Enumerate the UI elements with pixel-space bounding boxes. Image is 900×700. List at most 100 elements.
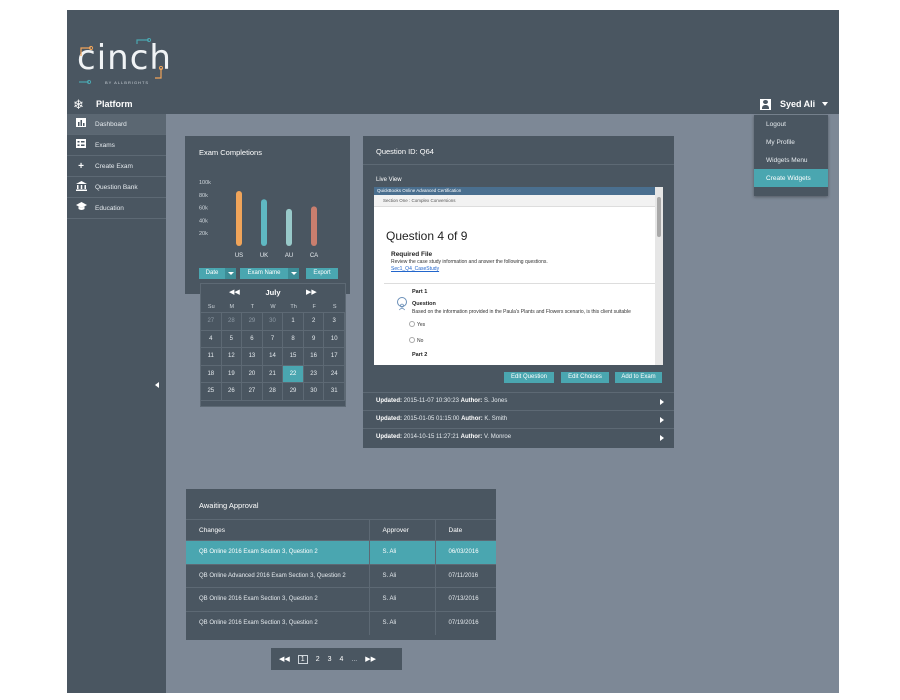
widget-title: Question ID: Q64: [376, 147, 434, 156]
calendar-day[interactable]: 3: [324, 313, 345, 331]
export-button[interactable]: Export: [306, 268, 338, 279]
previous-month-icon[interactable]: ◀◀: [229, 289, 240, 296]
bar-ca[interactable]: [311, 206, 317, 246]
calendar-day[interactable]: 17: [324, 348, 345, 366]
calendar-weekday-header: S: [324, 301, 345, 313]
calendar-day[interactable]: 29: [242, 313, 263, 331]
widget-title: Exam Completions: [199, 148, 262, 157]
date-cell: 07/11/2016: [435, 563, 496, 588]
pagination-page[interactable]: 1: [297, 654, 308, 664]
pagination-page[interactable]: 2: [315, 655, 320, 663]
pagination-prev-icon[interactable]: ◀◀: [279, 656, 290, 663]
calendar-day[interactable]: 29: [283, 383, 304, 401]
calendar-day[interactable]: 28: [262, 383, 284, 401]
calendar-day[interactable]: 27: [242, 383, 263, 401]
preview-required-file-link[interactable]: Sec1_Q4_CaseStudy: [391, 266, 440, 272]
calendar-day[interactable]: 25: [201, 383, 222, 401]
column-header-changes[interactable]: Changes: [186, 519, 370, 541]
preview-scrollbar-thumb[interactable]: [657, 197, 661, 237]
preview-scrollbar[interactable]: [655, 187, 663, 365]
calendar-day[interactable]: 20: [242, 365, 263, 384]
calendar-day[interactable]: 26: [221, 383, 243, 401]
table-row[interactable]: QB Online 2016 Exam Section 3, Question …: [186, 610, 496, 635]
calendar-day[interactable]: 16: [303, 348, 325, 366]
bar-us[interactable]: [236, 190, 242, 246]
exam-name-filter-button[interactable]: Exam Name: [240, 268, 288, 279]
sidebar-item-create-exam[interactable]: + Create Exam: [67, 156, 166, 177]
date-dropdown-caret-icon[interactable]: [225, 268, 236, 279]
calendar-day[interactable]: 8: [283, 330, 304, 349]
sidebar-item-education[interactable]: Education: [67, 198, 166, 219]
calendar-day[interactable]: 22: [283, 365, 304, 384]
next-month-icon[interactable]: ▶▶: [306, 289, 317, 296]
calendar-day[interactable]: 9: [303, 330, 325, 349]
pagination-page[interactable]: 4: [339, 655, 344, 663]
approval-table: Changes Approver Date QB Online 2016 Exa…: [186, 519, 496, 635]
calendar-day[interactable]: 30: [303, 383, 325, 401]
calendar-day[interactable]: 18: [201, 365, 222, 384]
sidebar-item-question-bank[interactable]: Question Bank: [67, 177, 166, 198]
calendar-day[interactable]: 12: [221, 348, 243, 366]
sidebar-item-label: Exams: [95, 141, 115, 149]
revision-row[interactable]: Updated: 2015-11-07 10:30:23 Author: S. …: [363, 392, 674, 410]
calendar-day[interactable]: 14: [262, 348, 284, 366]
bar-au[interactable]: [286, 208, 292, 246]
calendar-day[interactable]: 1: [283, 313, 304, 331]
menu-item-logout[interactable]: Logout: [766, 121, 786, 128]
calendar-day[interactable]: 31: [324, 383, 345, 401]
calendar-day[interactable]: 13: [242, 348, 263, 366]
calendar-day[interactable]: 2: [303, 313, 325, 331]
pagination-page[interactable]: 3: [327, 655, 332, 663]
add-to-exam-button[interactable]: Add to Exam: [615, 372, 662, 383]
calendar-day[interactable]: 10: [324, 330, 345, 349]
menu-item-my-profile[interactable]: My Profile: [766, 139, 795, 146]
pagination-next-icon[interactable]: ▶▶: [365, 656, 377, 663]
calendar-day[interactable]: 21: [262, 365, 284, 384]
calendar-day[interactable]: 19: [221, 365, 243, 384]
exams-icon: [67, 139, 95, 151]
revision-row[interactable]: Updated: 2014-10-15 11:27:21 Author: V. …: [363, 428, 674, 446]
calendar-day[interactable]: 30: [262, 313, 284, 331]
cinch-logo[interactable]: cinch BY ALLBRIGHTS: [77, 38, 171, 90]
radio-yes[interactable]: [409, 321, 415, 327]
calendar-day[interactable]: 7: [262, 330, 284, 349]
calendar-day[interactable]: 5: [221, 330, 243, 349]
menu-item-widgets-menu[interactable]: Widgets Menu: [766, 157, 808, 164]
preview-section-title: Section One : Complex Conversions: [374, 195, 655, 207]
table-row[interactable]: QB Online Advanced 2016 Exam Section 3, …: [186, 563, 496, 588]
y-tick-label: 40k: [199, 218, 208, 224]
calendar-day[interactable]: 6: [242, 330, 263, 349]
calendar-day[interactable]: 4: [201, 330, 222, 349]
edit-choices-button[interactable]: Edit Choices: [561, 372, 609, 383]
sidebar-item-exams[interactable]: Exams: [67, 135, 166, 156]
table-row[interactable]: QB Online 2016 Exam Section 3, Question …: [186, 587, 496, 611]
calendar-day[interactable]: 27: [201, 313, 222, 331]
calendar-day[interactable]: 23: [303, 365, 325, 384]
calendar-month: July: [265, 288, 281, 297]
x-tick-label: UK: [260, 253, 268, 259]
preview-divider: [384, 283, 655, 284]
revision-text: Updated: 2015-01-05 01:15:00 Author: K. …: [376, 416, 507, 422]
graduation-cap-icon: [67, 202, 95, 214]
user-menu-toggle[interactable]: Syed Ali: [760, 97, 829, 111]
plus-icon: +: [78, 160, 84, 172]
pagination-ellipsis: ...: [351, 655, 358, 663]
table-row[interactable]: QB Online 2016 Exam Section 3, Question …: [186, 540, 496, 564]
column-header-date[interactable]: Date: [435, 519, 496, 541]
calendar-day[interactable]: 15: [283, 348, 304, 366]
collapse-sidebar-icon[interactable]: [155, 382, 159, 388]
radio-no[interactable]: [409, 337, 415, 343]
calendar-day[interactable]: 11: [201, 348, 222, 366]
edit-question-button[interactable]: Edit Question: [504, 372, 554, 383]
calendar-day[interactable]: 24: [324, 365, 345, 384]
exam-name-dropdown-caret-icon[interactable]: [288, 268, 299, 279]
menu-item-create-widgets[interactable]: Create Widgets: [754, 169, 828, 187]
bar-uk[interactable]: [261, 199, 267, 246]
calendar-day[interactable]: 28: [221, 313, 243, 331]
sidebar-item-dashboard[interactable]: Dashboard: [67, 114, 166, 135]
revision-row[interactable]: Updated: 2015-01-05 01:15:00 Author: K. …: [363, 410, 674, 428]
column-header-approver[interactable]: Approver: [369, 519, 436, 541]
updated-label: Updated:: [376, 398, 402, 404]
preview-required-file-description: Review the case study information and an…: [391, 259, 548, 265]
date-filter-button[interactable]: Date: [199, 268, 225, 279]
